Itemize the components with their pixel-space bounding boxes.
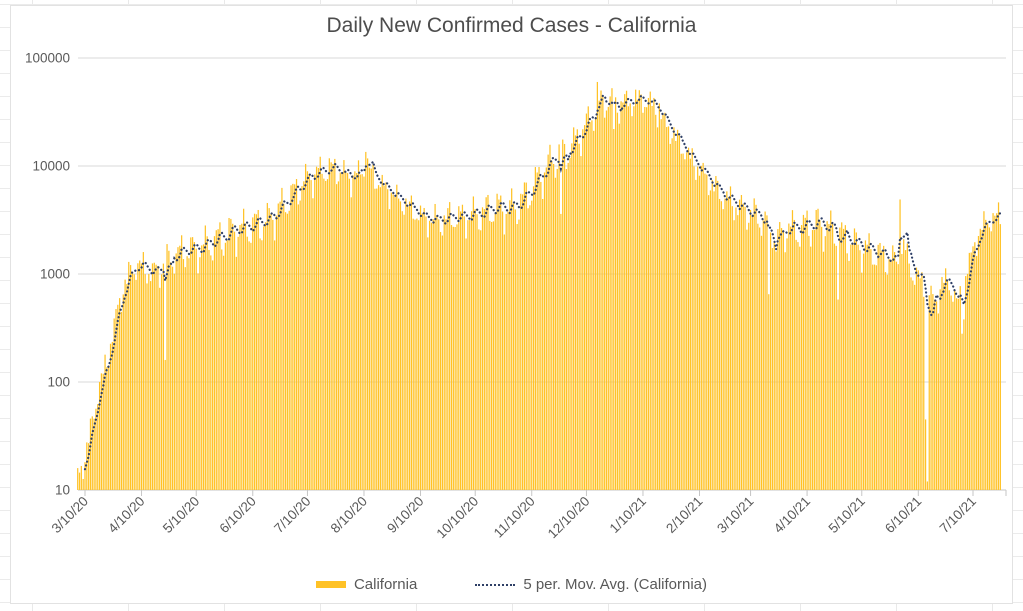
svg-text:1000: 1000 <box>40 267 70 282</box>
svg-text:100000: 100000 <box>25 51 70 66</box>
legend-label-moving-average: 5 per. Mov. Avg. (California) <box>523 576 708 593</box>
svg-text:11/10/20: 11/10/20 <box>491 494 538 541</box>
svg-text:12/10/20: 12/10/20 <box>545 494 593 542</box>
moving-average-line <box>83 94 1002 471</box>
chart-title: Daily New Confirmed Cases - California <box>326 14 697 37</box>
y-axis-labels: 100000 10000 1000 100 10 <box>25 51 70 498</box>
dotted-line-swatch <box>475 583 516 586</box>
svg-text:5/10/21: 5/10/21 <box>825 494 867 536</box>
svg-text:4/10/21: 4/10/21 <box>771 494 813 536</box>
chart-object[interactable]: Daily New Confirmed Cases - California 1… <box>10 5 1013 604</box>
svg-text:100: 100 <box>47 375 70 390</box>
svg-text:1/10/21: 1/10/21 <box>607 494 649 536</box>
svg-text:8/10/20: 8/10/20 <box>328 494 370 536</box>
legend-item-california: California <box>315 576 418 593</box>
svg-text:7/10/21: 7/10/21 <box>937 494 979 536</box>
svg-text:4/10/20: 4/10/20 <box>105 494 147 536</box>
svg-text:2/10/21: 2/10/21 <box>663 494 705 536</box>
bars-series-california <box>77 81 1001 491</box>
svg-text:5/10/20: 5/10/20 <box>160 494 202 536</box>
svg-text:10000: 10000 <box>32 159 70 174</box>
svg-text:9/10/20: 9/10/20 <box>384 494 426 536</box>
svg-text:10/10/20: 10/10/20 <box>434 494 482 542</box>
legend-item-moving-average: 5 per. Mov. Avg. (California) <box>475 576 707 593</box>
svg-text:3/10/20: 3/10/20 <box>49 494 91 536</box>
svg-text:7/10/20: 7/10/20 <box>271 494 313 536</box>
legend-label-california: California <box>353 576 418 593</box>
legend: California 5 per. Mov. Avg. (California) <box>11 576 1012 593</box>
svg-text:6/10/21: 6/10/21 <box>882 494 924 536</box>
svg-text:10: 10 <box>55 483 70 498</box>
x-axis-ticks <box>84 490 1007 496</box>
bar-series-swatch <box>315 581 346 588</box>
svg-text:3/10/21: 3/10/21 <box>714 494 756 536</box>
x-axis-labels: 3/10/20 4/10/20 5/10/20 6/10/20 7/10/20 8/10/… <box>49 494 979 542</box>
svg-text:6/10/20: 6/10/20 <box>216 494 258 536</box>
plot-area: 100000 10000 1000 100 103/10/20 4/10/20 5/10/2… <box>25 51 1007 542</box>
